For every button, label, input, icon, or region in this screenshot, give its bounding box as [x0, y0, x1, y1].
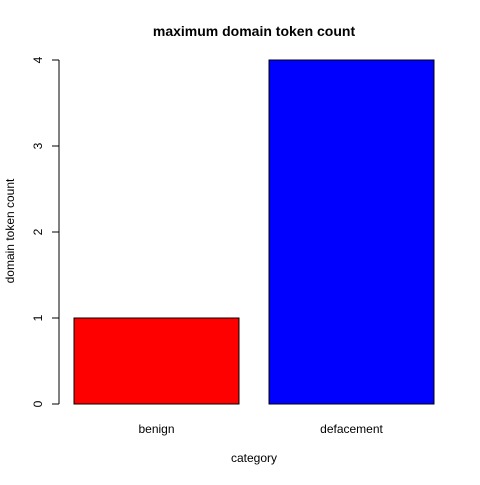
bars-group	[73, 59, 435, 405]
y-tick-label: 4	[31, 56, 45, 63]
bar-benign	[73, 317, 240, 405]
chart-title: maximum domain token count	[153, 23, 356, 39]
y-tick-label: 2	[31, 228, 45, 235]
category-labels: benign defacement	[138, 422, 383, 436]
y-tick-label: 0	[31, 400, 45, 407]
y-axis-label: domain token count	[3, 178, 17, 283]
category-label-defacement: defacement	[320, 422, 383, 436]
x-axis-label: category	[231, 451, 277, 465]
bar-defacement	[268, 59, 435, 405]
y-tick-label: 3	[31, 142, 45, 149]
category-label-benign: benign	[138, 422, 174, 436]
y-axis: 0 1 2 3 4	[31, 56, 60, 407]
y-tick-label: 1	[31, 314, 45, 321]
